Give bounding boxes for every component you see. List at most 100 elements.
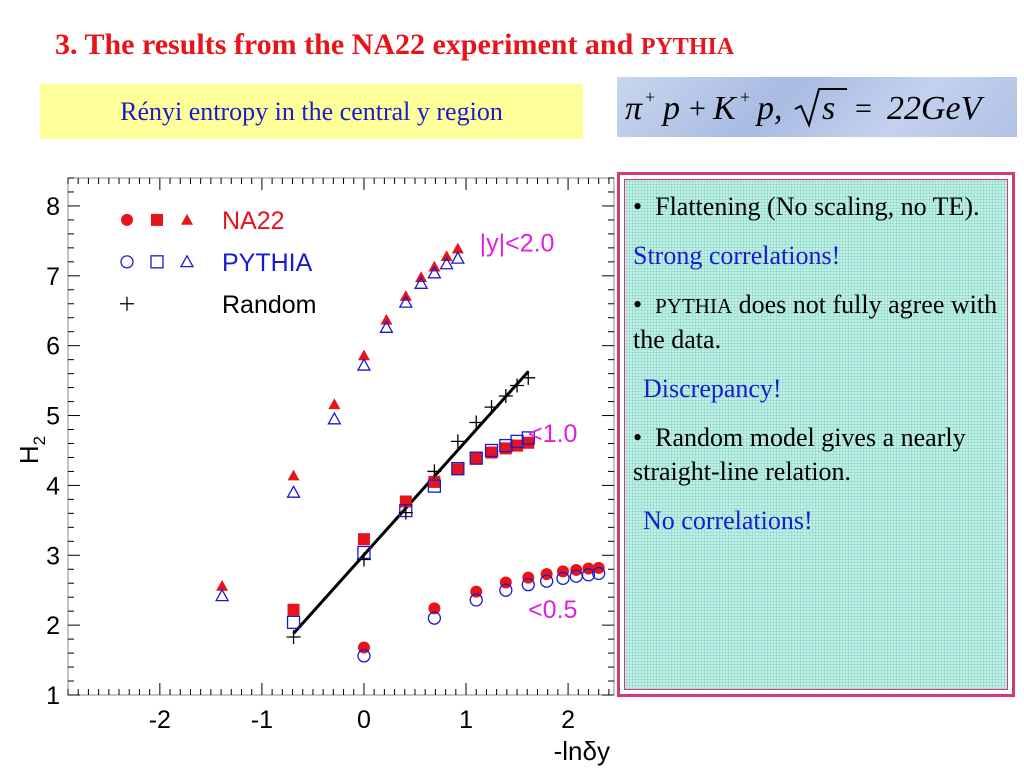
note-item-1-text: Flattening (No scaling, no TE). bbox=[655, 192, 980, 221]
y-tick-label: 3 bbox=[46, 542, 60, 570]
legend-marker bbox=[181, 213, 193, 225]
data-point bbox=[214, 588, 230, 602]
data-point bbox=[287, 469, 300, 481]
bullet: • bbox=[633, 290, 643, 319]
formula-pi: π bbox=[625, 90, 643, 127]
data-point bbox=[380, 313, 393, 325]
data-point bbox=[522, 571, 535, 584]
note-item-2-pythia: PYTHIA bbox=[655, 294, 733, 318]
region-label: <1.0 bbox=[528, 420, 577, 448]
y-tick-label: 5 bbox=[46, 403, 60, 431]
region-label: |y|<2.0 bbox=[480, 229, 555, 257]
data-point bbox=[450, 251, 465, 264]
legend-marker bbox=[121, 213, 133, 226]
legend: NA22 PYTHIA Random bbox=[120, 207, 317, 319]
data-point bbox=[522, 436, 535, 449]
x-tick-label: 0 bbox=[357, 706, 371, 734]
data-point bbox=[499, 442, 512, 455]
data-point bbox=[439, 256, 454, 270]
notes-panel: • Flattening (No scaling, no TE). Strong… bbox=[617, 172, 1015, 697]
data-point bbox=[450, 434, 465, 449]
data-point bbox=[485, 446, 498, 459]
legend-marker bbox=[179, 254, 195, 268]
formula-svg: π + p + K + p, s = 22GeV bbox=[625, 87, 986, 129]
data-point bbox=[556, 565, 569, 578]
formula-plus-sup-2: + bbox=[740, 87, 750, 107]
formula-sqrt-sign bbox=[794, 88, 847, 129]
y-axis-label-sub: 2 bbox=[30, 436, 49, 445]
y-tick-label: 7 bbox=[46, 263, 60, 291]
y-tick-label: 8 bbox=[46, 193, 60, 221]
legend-marker bbox=[120, 255, 134, 269]
note-item-1-comment: Strong correlations! bbox=[633, 241, 841, 270]
data-point bbox=[427, 611, 442, 625]
legend-marker bbox=[150, 255, 164, 269]
x-tick-label: 2 bbox=[561, 706, 575, 734]
series-pythia-open-triangle bbox=[214, 251, 465, 602]
x-tick-labels: -2 -1 0 1 2 bbox=[149, 706, 575, 734]
legend-label: PYTHIA bbox=[222, 249, 313, 277]
data-points bbox=[214, 242, 606, 663]
data-point bbox=[451, 463, 464, 476]
data-point bbox=[427, 464, 442, 479]
data-point bbox=[510, 434, 524, 449]
series-pythia-open-circle bbox=[357, 566, 606, 663]
region-labels: |y|<2.0 <1.0 <0.5 bbox=[480, 229, 578, 624]
series-random-plus bbox=[286, 370, 536, 645]
note-item-3: • Random model gives a nearly straight-l… bbox=[633, 421, 1001, 489]
data-point bbox=[498, 388, 513, 403]
y-tick-label: 2 bbox=[46, 612, 60, 640]
x-tick-label: -2 bbox=[149, 706, 171, 734]
subtitle-box: Rényi entropy in the central y region bbox=[40, 84, 583, 139]
data-point bbox=[470, 452, 483, 465]
formula-p2: p, bbox=[755, 90, 783, 127]
data-point bbox=[469, 593, 483, 607]
y-tick-label: 1 bbox=[46, 682, 60, 710]
legend-label: NA22 bbox=[222, 207, 285, 235]
legend-marker bbox=[151, 213, 163, 226]
note-item-1: • Flattening (No scaling, no TE). bbox=[633, 190, 1001, 224]
data-point bbox=[428, 475, 441, 488]
data-point bbox=[414, 276, 429, 289]
y-tick-label: 4 bbox=[46, 472, 60, 500]
data-point bbox=[428, 602, 441, 615]
data-point bbox=[499, 438, 513, 453]
subtitle-text: Rényi entropy in the central y region bbox=[120, 96, 503, 126]
data-point bbox=[357, 649, 371, 663]
data-point bbox=[287, 603, 300, 616]
data-point bbox=[379, 320, 394, 333]
bullet: • bbox=[633, 423, 643, 452]
data-point bbox=[521, 577, 535, 592]
x-tick-label: -1 bbox=[251, 706, 273, 734]
formula-equals: = bbox=[855, 92, 872, 125]
data-point bbox=[556, 571, 570, 585]
formula-s: s bbox=[822, 90, 835, 127]
formula-value: 22GeV bbox=[887, 90, 986, 127]
notes-content: • Flattening (No scaling, no TE). Strong… bbox=[624, 179, 1008, 690]
slide-title: 3. The results from the NA22 experiment … bbox=[55, 28, 734, 62]
data-point bbox=[521, 370, 536, 385]
data-point bbox=[356, 357, 372, 371]
data-point bbox=[484, 400, 499, 415]
legend-label: Random bbox=[222, 291, 317, 319]
formula-k: K bbox=[712, 90, 738, 127]
data-point bbox=[484, 443, 499, 458]
data-point bbox=[581, 568, 596, 582]
y-axis-label-main: H2 bbox=[14, 436, 49, 464]
data-point bbox=[499, 583, 513, 597]
legend-marker bbox=[120, 296, 134, 311]
slide-title-main: 3. The results from the NA22 experiment … bbox=[55, 28, 641, 61]
data-point bbox=[398, 295, 413, 308]
data-point bbox=[469, 415, 484, 430]
data-point bbox=[592, 566, 606, 581]
y-tick-labels: 1 2 3 4 5 6 7 8 bbox=[46, 193, 60, 710]
data-point bbox=[286, 630, 301, 645]
data-point bbox=[539, 574, 554, 588]
note-item-3-text: Random model gives a nearly straight-lin… bbox=[633, 423, 966, 486]
note-item-3-comment: No correlations! bbox=[643, 506, 813, 535]
x-tick-label: 1 bbox=[459, 706, 473, 734]
data-point bbox=[451, 461, 465, 476]
data-point bbox=[357, 349, 370, 361]
data-point bbox=[440, 250, 453, 262]
x-axis-label: -lnδy bbox=[554, 736, 610, 766]
